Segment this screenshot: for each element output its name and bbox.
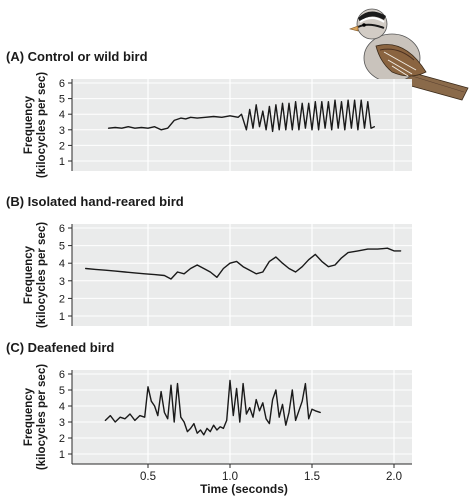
x-axis-label: Time (seconds) (200, 482, 288, 496)
y-tick-label: 6 (59, 223, 65, 235)
plot-background (72, 370, 412, 464)
y-axis-label-line2: (kilocycles per sec) (36, 72, 48, 178)
y-tick-label: 1 (59, 449, 65, 461)
y-tick-label: 3 (59, 125, 65, 137)
y-tick-label: 5 (59, 385, 65, 397)
panel-title: (A) Control or wild bird (6, 49, 148, 64)
song-trace (84, 247, 402, 280)
y-tick-label: 5 (59, 241, 65, 253)
y-axis-label-line1: Frequency (23, 95, 35, 154)
y-tick-label: 1 (59, 156, 65, 168)
panels: (A) Control or wild bird123456Frequency(… (6, 49, 412, 470)
y-tick-label: 3 (59, 417, 65, 429)
y-axis-label: Frequency(kilocycles per sec) (23, 222, 48, 328)
panel-c: (C) Deafened bird 1 2 3 4 5 6 Frequency(kilocyc… (6, 340, 412, 470)
y-tick-label: 3 (59, 276, 65, 288)
y-tick-label: 4 (59, 401, 65, 413)
y-axis-label: Frequency(kilocycles per sec) (23, 364, 48, 470)
panel-a: (A) Control or wild bird 1 2 3 4 5 6 Frequency(… (6, 49, 412, 178)
y-tick-label: 4 (59, 109, 65, 121)
y-axis-label-line1: Frequency (23, 387, 35, 446)
x-tick-label: 1.5 (304, 471, 320, 483)
x-tick-label: 1.0 (222, 471, 238, 483)
y-tick-label: 6 (59, 369, 65, 381)
plot-background (72, 224, 412, 326)
panel-title: (B) Isolated hand-reared bird (6, 194, 184, 209)
y-tick-label: 5 (59, 94, 65, 106)
y-tick-label: 2 (59, 433, 65, 445)
y-tick-label: 1 (59, 311, 65, 323)
y-tick-label: 6 (59, 78, 65, 90)
song-trace (104, 379, 321, 436)
x-tick-label: 2.0 (386, 471, 402, 483)
song-trace (107, 99, 375, 133)
y-axis-label-line2: (kilocycles per sec) (36, 222, 48, 328)
panel-b: (B) Isolated hand-reared bird 1 2 3 4 5 6 Frequ… (6, 194, 412, 328)
plot-background (72, 79, 412, 171)
y-axis-label-line2: (kilocycles per sec) (36, 364, 48, 470)
x-axis: 0.5 1.0 1.5 2.0 (140, 464, 402, 483)
y-tick-label: 2 (59, 140, 65, 152)
y-tick-label: 4 (59, 258, 65, 270)
panel-title: (C) Deafened bird (6, 340, 114, 355)
y-axis-label-line1: Frequency (23, 245, 35, 304)
y-axis-label: Frequency(kilocycles per sec) (23, 72, 48, 178)
y-tick-label: 2 (59, 293, 65, 305)
x-tick-label: 0.5 (140, 471, 156, 483)
